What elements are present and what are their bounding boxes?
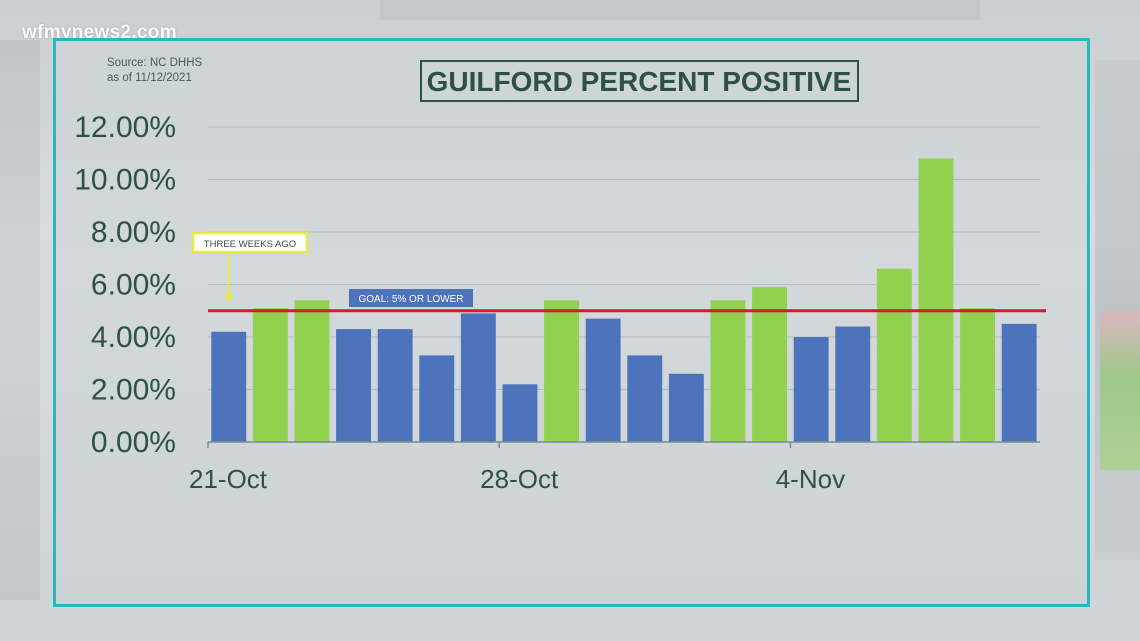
x-tick-label: 21-Oct [189, 464, 268, 494]
goal-label: GOAL: 5% OR LOWER [358, 294, 463, 305]
y-tick-label: 8.00% [91, 216, 176, 249]
background-blur-right-color [1100, 310, 1140, 470]
bar [460, 313, 496, 442]
bar [710, 300, 746, 443]
bar [752, 287, 787, 442]
y-tick-label: 6.00% [91, 269, 176, 302]
arrow-down-icon [223, 294, 234, 303]
bar [419, 355, 455, 442]
x-axis: 21-Oct 28-Oct 4-Nov [189, 441, 1040, 494]
three-weeks-annotation: THREE WEEKS AGO [191, 231, 309, 303]
chart-title: GUILFORD PERCENT POSITIVE [427, 66, 852, 97]
x-tick-label: 28-Oct [480, 464, 559, 494]
y-tick-label: 2.00% [91, 374, 176, 407]
bar [294, 300, 330, 443]
y-tick-label: 0.00% [91, 426, 176, 459]
station-logo: wfmynews2.com [22, 22, 177, 43]
y-tick-label: 12.00% [74, 111, 176, 144]
background-blur-top [380, 0, 980, 20]
bar [627, 355, 663, 442]
source-date: as of 11/12/2021 [107, 72, 192, 84]
goal-label-box [349, 289, 473, 307]
gridlines [208, 126, 1040, 390]
y-axis-ticks: 0.00% 2.00% 4.00% 6.00% 8.00% 10.00% 12.00% [74, 111, 176, 459]
bar [793, 337, 829, 442]
bars [211, 158, 1037, 443]
bar [876, 268, 912, 443]
bar [544, 300, 579, 443]
bar [668, 373, 704, 443]
bar [377, 329, 413, 442]
bar [835, 326, 871, 442]
bar [585, 318, 621, 442]
bar [252, 308, 288, 442]
three-weeks-label: THREE WEEKS AGO [204, 239, 296, 250]
goal-annotation: GOAL: 5% OR LOWER [208, 289, 1046, 313]
title-box [420, 60, 859, 102]
bar [336, 329, 371, 442]
bar [502, 384, 538, 443]
background-blur-left [0, 40, 40, 600]
source-label: Source: NC DHHS [107, 57, 203, 69]
x-tick-label: 4-Nov [776, 464, 845, 494]
three-weeks-box [191, 231, 309, 254]
bar [1001, 323, 1037, 442]
y-tick-label: 4.00% [91, 321, 176, 354]
y-tick-label: 10.00% [74, 164, 176, 197]
bar [960, 308, 995, 442]
bar [918, 158, 954, 442]
bar [211, 331, 247, 443]
